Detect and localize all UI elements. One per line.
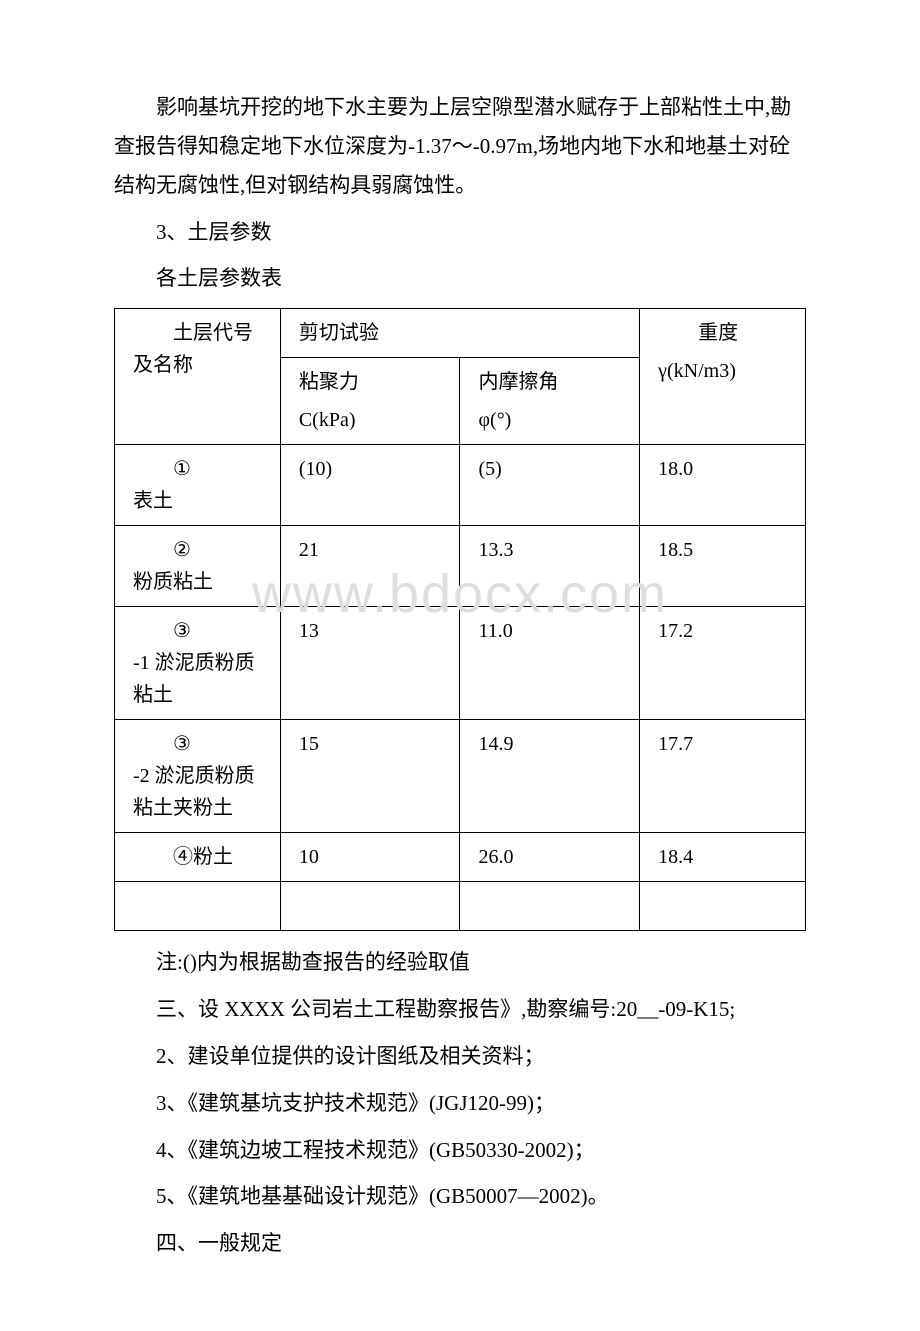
cell-name: ④粉土 — [115, 833, 281, 882]
cell-name: ① 表土 — [115, 445, 281, 526]
cell-friction: 14.9 — [460, 720, 640, 833]
list-item: 2、建设单位提供的设计图纸及相关资料； — [114, 1037, 806, 1076]
cell-cohesion: 15 — [280, 720, 460, 833]
cell-weight: 18.5 — [640, 526, 806, 607]
cell-friction: 26.0 — [460, 833, 640, 882]
cell-cohesion: 21 — [280, 526, 460, 607]
table-row: ① 表土 (10) (5) 18.0 — [115, 445, 806, 526]
cell-weight: 17.7 — [640, 720, 806, 833]
header-name: 土层代号及名称 — [115, 309, 281, 445]
table-note: 注:()内为根据勘查报告的经验取值 — [114, 943, 806, 982]
cell-weight: 17.2 — [640, 607, 806, 720]
cell-cohesion: 10 — [280, 833, 460, 882]
cell-friction: 13.3 — [460, 526, 640, 607]
table-row: ② 粉质粘土 21 13.3 18.5 — [115, 526, 806, 607]
cell-weight: 18.4 — [640, 833, 806, 882]
header-cohesion: 粘聚力 C(kPa) — [280, 358, 460, 445]
table-row: ③ -1 淤泥质粉质粘土 13 11.0 17.2 — [115, 607, 806, 720]
heading-section-3: 3、土层参数 — [114, 213, 806, 252]
heading-section-refs: 三、设 XXXX 公司岩土工程勘察报告》,勘察编号:20__-09-K15; — [114, 990, 806, 1029]
cell-name: ③ -2 淤泥质粉质粘土夹粉土 — [115, 720, 281, 833]
table-header-row-1: 土层代号及名称 剪切试验 重度 γ(kN/m3) — [115, 309, 806, 358]
cell-friction: (5) — [460, 445, 640, 526]
header-shear-group: 剪切试验 — [280, 309, 639, 358]
cell-empty — [280, 882, 460, 931]
header-weight: 重度 γ(kN/m3) — [640, 309, 806, 445]
table-row: ④粉土 10 26.0 18.4 — [115, 833, 806, 882]
list-item: 3、《建筑基坑支护技术规范》(JGJ120-99)； — [114, 1084, 806, 1123]
heading-section-4: 四、一般规定 — [114, 1224, 806, 1263]
header-friction: 内摩擦角 φ(°) — [460, 358, 640, 445]
cell-empty — [640, 882, 806, 931]
cell-empty — [460, 882, 640, 931]
list-item: 5、《建筑地基基础设计规范》(GB50007—2002)。 — [114, 1177, 806, 1216]
cell-empty — [115, 882, 281, 931]
list-item: 4、《建筑边坡工程技术规范》(GB50330-2002)； — [114, 1131, 806, 1170]
cell-friction: 11.0 — [460, 607, 640, 720]
table-row: ③ -2 淤泥质粉质粘土夹粉土 15 14.9 17.7 — [115, 720, 806, 833]
cell-name: ③ -1 淤泥质粉质粘土 — [115, 607, 281, 720]
table-caption: 各土层参数表 — [114, 259, 806, 298]
cell-weight: 18.0 — [640, 445, 806, 526]
cell-cohesion: (10) — [280, 445, 460, 526]
cell-cohesion: 13 — [280, 607, 460, 720]
paragraph-intro: 影响基坑开挖的地下水主要为上层空隙型潜水赋存于上部粘性土中,勘查报告得知稳定地下… — [114, 88, 806, 205]
cell-name: ② 粉质粘土 — [115, 526, 281, 607]
page-container: 影响基坑开挖的地下水主要为上层空隙型潜水赋存于上部粘性土中,勘查报告得知稳定地下… — [0, 0, 920, 1331]
soil-parameters-table: 土层代号及名称 剪切试验 重度 γ(kN/m3) 粘聚力 C(kPa) 内摩擦角… — [114, 308, 806, 931]
table-row-empty — [115, 882, 806, 931]
